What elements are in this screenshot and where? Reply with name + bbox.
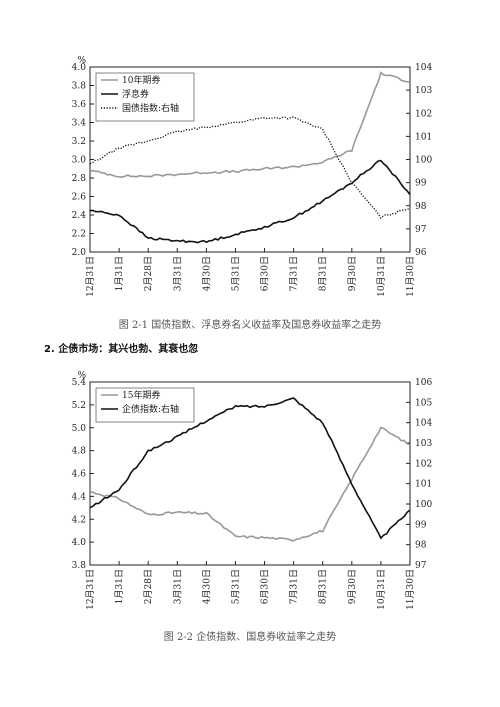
y2-tick-label: 98 [415, 541, 427, 551]
series-line-1 [89, 71, 410, 179]
x-tick-label: 11月30日 [405, 256, 416, 297]
y-unit-label-1: % [77, 56, 86, 66]
y-tick-label: 2.0 [72, 248, 87, 258]
y-tick-label: 5.4 [72, 378, 87, 388]
x-tick-label: 9月30日 [347, 256, 358, 291]
y2-tick-label: 101 [415, 132, 432, 142]
chart-2-caption: 图 2-2 企债指数、国息券收益率之走势 [163, 632, 337, 643]
y-tick-label: 2.8 [72, 174, 87, 184]
legend-label: 企债指数:右轴 [122, 403, 179, 415]
y2-tick-label: 104 [415, 419, 432, 429]
y-tick-label: 4.0 [72, 63, 87, 73]
y-tick-label: 4.4 [72, 492, 87, 502]
y-tick-label: 3.8 [72, 561, 87, 571]
x-tick-label: 2月28日 [143, 256, 154, 291]
x-tick-label: 10月31日 [376, 569, 387, 610]
legend-label: 10年期券 [122, 74, 160, 86]
x-tick-label: 8月31日 [318, 256, 329, 291]
y2-tick-label: 100 [415, 500, 432, 510]
x-tick-label: 2月28日 [143, 569, 154, 604]
y-tick-label: 4.8 [72, 447, 87, 457]
y-tick-label: 3.6 [72, 100, 87, 110]
y-tick-label: 4.6 [72, 470, 87, 480]
legend-label: 浮息券 [122, 88, 149, 100]
y2-tick-label: 104 [415, 63, 432, 73]
series-line-1 [89, 426, 411, 542]
y-tick-label: 2.4 [72, 211, 87, 221]
legend-label: 国债指数:右轴 [122, 102, 179, 114]
x-tick-label: 6月30日 [260, 569, 271, 604]
y2-tick-label: 102 [415, 459, 432, 469]
y2-tick-label: 99 [415, 179, 427, 189]
x-tick-label: 12月31日 [85, 569, 96, 610]
x-tick-label: 9月30日 [347, 569, 358, 604]
y-tick-label: 2.2 [72, 230, 86, 240]
x-tick-label: 6月30日 [260, 256, 271, 291]
y2-tick-label: 105 [415, 398, 432, 408]
y-tick-label: 3.0 [72, 156, 87, 166]
y2-tick-label: 101 [415, 480, 432, 490]
x-tick-label: 7月31日 [289, 569, 300, 604]
x-tick-label: 4月30日 [201, 569, 212, 604]
x-tick-label: 5月31日 [230, 569, 241, 604]
x-tick-label: 12月31日 [85, 256, 96, 297]
y-tick-label: 5.0 [72, 424, 87, 434]
series-line-2 [89, 159, 411, 244]
x-tick-label: 3月31日 [172, 569, 183, 604]
y2-tick-label: 99 [415, 520, 427, 530]
y-tick-label: 5.2 [72, 401, 86, 411]
y-tick-label: 2.6 [72, 193, 87, 203]
x-tick-label: 8月31日 [318, 569, 329, 604]
y-tick-label: 4.2 [72, 515, 86, 525]
y-tick-label: 3.2 [72, 137, 86, 147]
section-heading: 2. 企债市场：其兴也勃、其衰也忽 [44, 344, 199, 355]
y-tick-label: 3.4 [72, 119, 87, 129]
legend-box-1 [95, 72, 195, 122]
y2-tick-label: 98 [415, 202, 427, 212]
y2-tick-label: 96 [415, 248, 427, 258]
x-tick-label: 4月30日 [201, 256, 212, 291]
y2-tick-label: 100 [415, 156, 432, 166]
x-tick-label: 1月31日 [114, 569, 125, 604]
y2-tick-label: 103 [415, 439, 432, 449]
y-tick-label: 4.0 [72, 538, 87, 548]
x-tick-label: 3月31日 [172, 256, 183, 291]
x-tick-label: 5月31日 [230, 256, 241, 291]
chart-1-caption: 图 2-1 国债指数、浮息券名义收益率及国息券收益率之走势 [118, 320, 382, 331]
y2-tick-label: 97 [415, 561, 427, 571]
legend-box-2 [95, 387, 195, 423]
x-tick-label: 1月31日 [114, 256, 125, 291]
y2-tick-label: 103 [415, 86, 432, 96]
y2-tick-label: 102 [415, 109, 432, 119]
y-tick-label: 3.8 [72, 82, 87, 92]
y2-tick-label: 97 [415, 225, 427, 235]
y2-tick-label: 106 [415, 378, 432, 388]
y-unit-label-2: % [77, 371, 86, 381]
x-tick-label: 10月31日 [376, 256, 387, 297]
chart-1: % 2.0 2.2 2.4 2.6 2.8 3.0 3.2 3.4 3.6 3.8 4.0 96 97 98… [72, 56, 433, 297]
series-line-2 [89, 397, 411, 540]
chart-2: % 3.8 4.0 4.2 4.4 4.6 4.8 5.0 5.2 5.4 97 98 99 100 101… [72, 371, 433, 610]
x-tick-label: 7月31日 [289, 256, 300, 291]
legend-label: 15年期券 [122, 389, 160, 401]
x-tick-label: 11月30日 [405, 569, 416, 610]
series-line-3 [89, 116, 411, 220]
